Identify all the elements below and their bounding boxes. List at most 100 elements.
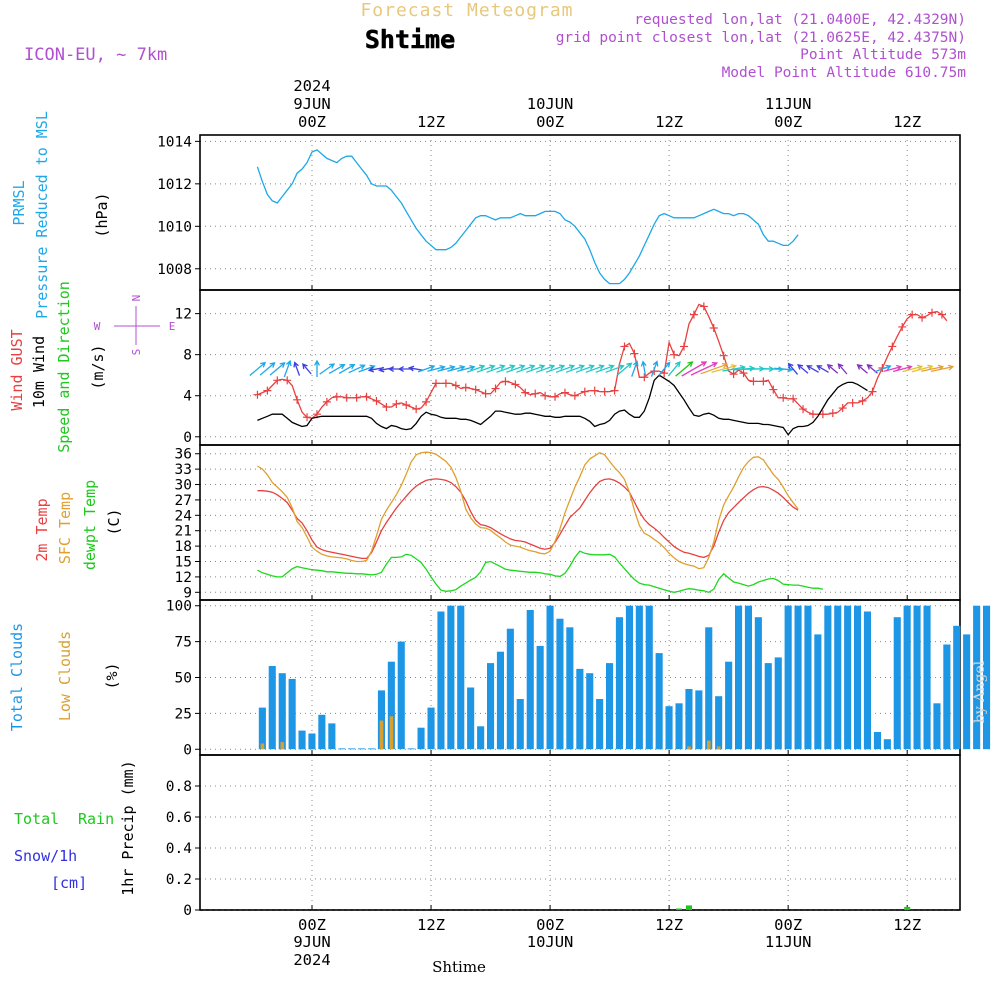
gust-marker — [352, 393, 361, 402]
total-cloud-bar — [685, 689, 693, 750]
compass-rose: S N W E — [94, 295, 176, 356]
bottom-time-label: 12Z — [893, 916, 921, 934]
total-cloud-bar — [913, 605, 921, 750]
gust-marker — [848, 398, 857, 407]
requested-coords: requested lon,lat (21.0400E, 42.4329N) — [634, 12, 966, 28]
total-cloud-bar — [387, 661, 395, 750]
rain-bar — [904, 906, 911, 910]
compass-east: E — [169, 320, 176, 333]
total-cloud-bar — [576, 668, 584, 750]
gust-marker — [898, 322, 907, 331]
total-cloud-bar — [427, 707, 435, 750]
wind-arrow — [892, 364, 913, 373]
total-cloud-bar — [377, 690, 385, 750]
gust-marker — [808, 410, 817, 419]
wind-arrow — [506, 364, 526, 373]
compass-west: W — [94, 320, 101, 333]
gust-marker — [283, 376, 292, 385]
top-time-label: 2024 — [293, 77, 330, 95]
total-cloud-bar — [328, 723, 336, 750]
rain-bar — [686, 905, 692, 910]
wind-arrow — [797, 364, 809, 374]
rain-label-total: Total — [14, 810, 59, 828]
total-cloud-bar — [963, 634, 971, 750]
gust-marker — [769, 385, 778, 394]
y-tick-label: 25 — [175, 706, 192, 722]
bottom-time-label: 00Z — [298, 916, 326, 934]
total-cloud-bar — [338, 748, 346, 750]
y-tick-label: 0 — [183, 742, 192, 758]
total-cloud-bar — [358, 748, 366, 750]
pressure-series-line — [256, 149, 799, 285]
total-cloud-bar — [784, 605, 792, 750]
gust-marker — [620, 342, 629, 351]
y-tick-label: 24 — [175, 508, 193, 524]
wind-arrow — [911, 364, 934, 373]
wind-arrow — [516, 364, 536, 373]
wind-arrow — [711, 363, 738, 373]
gust-marker — [303, 413, 312, 422]
y-tick-label: 1014 — [157, 134, 192, 150]
total-cloud-bar — [933, 703, 941, 750]
gust-marker — [709, 323, 718, 332]
rain-label-rain: Rain — [78, 810, 114, 828]
precip-panel: 0 0.2 0.4 0.6 0.8 — [166, 754, 961, 919]
gust-marker — [689, 310, 698, 319]
y-tick-label: 100 — [166, 599, 192, 615]
wind-arrow — [575, 364, 595, 373]
total-cloud-bar — [715, 696, 723, 750]
wind-arrow — [555, 364, 576, 373]
total-cloud-bar — [437, 611, 445, 750]
total-cloud-bar — [606, 663, 614, 750]
wind-arrow — [283, 359, 292, 378]
wind-unit: (m/s) — [89, 344, 107, 389]
total-cloud-bar — [566, 627, 574, 750]
temp2m-series-line — [257, 478, 799, 560]
compass-south: S — [130, 349, 143, 356]
wind-arrow — [874, 364, 892, 373]
low-cloud-bar — [389, 716, 394, 750]
total-cloud-bar — [973, 605, 981, 750]
total-cloud-bar — [546, 605, 554, 750]
total-cloud-bar — [298, 730, 306, 750]
top-time-label: 9JUN — [293, 95, 330, 113]
total-cloud-bar — [953, 625, 961, 750]
gust-marker — [600, 387, 609, 396]
gust-marker — [918, 313, 927, 322]
gust-marker — [610, 386, 619, 395]
y-tick-label: 21 — [175, 524, 192, 540]
top-time-label: 12Z — [417, 113, 445, 131]
gust-marker — [779, 393, 788, 402]
gust-marker — [342, 393, 351, 402]
temp-ylabel-sfc: SFC Temp — [56, 492, 74, 564]
gust-marker — [481, 389, 490, 398]
total-cloud-bar — [288, 678, 296, 750]
wind-arrow — [675, 361, 694, 377]
total-cloud-bar — [873, 732, 881, 750]
wind-arrow — [407, 365, 424, 372]
wind-arrow — [667, 361, 681, 377]
gust-marker — [868, 387, 877, 396]
y-tick-label: 12 — [175, 570, 192, 586]
gust-marker — [382, 403, 391, 412]
total-cloud-bar — [268, 666, 276, 750]
wind-arrow — [883, 364, 903, 373]
y-tick-label: 8 — [183, 348, 192, 364]
total-cloud-bar — [735, 605, 743, 750]
wind-arrow — [249, 361, 267, 376]
gridpoint-coords: grid point closest lon,lat (21.0625E, 42… — [556, 30, 966, 46]
gust-marker — [799, 405, 808, 414]
gust-marker — [937, 310, 946, 319]
pressure-ylabel-2: Pressure Reduced to MSL — [33, 111, 51, 319]
wind-arrow — [348, 364, 366, 374]
temp-unit: (C) — [105, 508, 123, 535]
total-cloud-bar — [923, 605, 931, 750]
gust-marker — [531, 389, 540, 398]
wind-arrow — [700, 362, 729, 375]
total-cloud-bar — [725, 661, 733, 750]
total-cloud-bar — [308, 733, 316, 750]
gust-marker — [471, 385, 480, 394]
gust-marker — [838, 404, 847, 413]
